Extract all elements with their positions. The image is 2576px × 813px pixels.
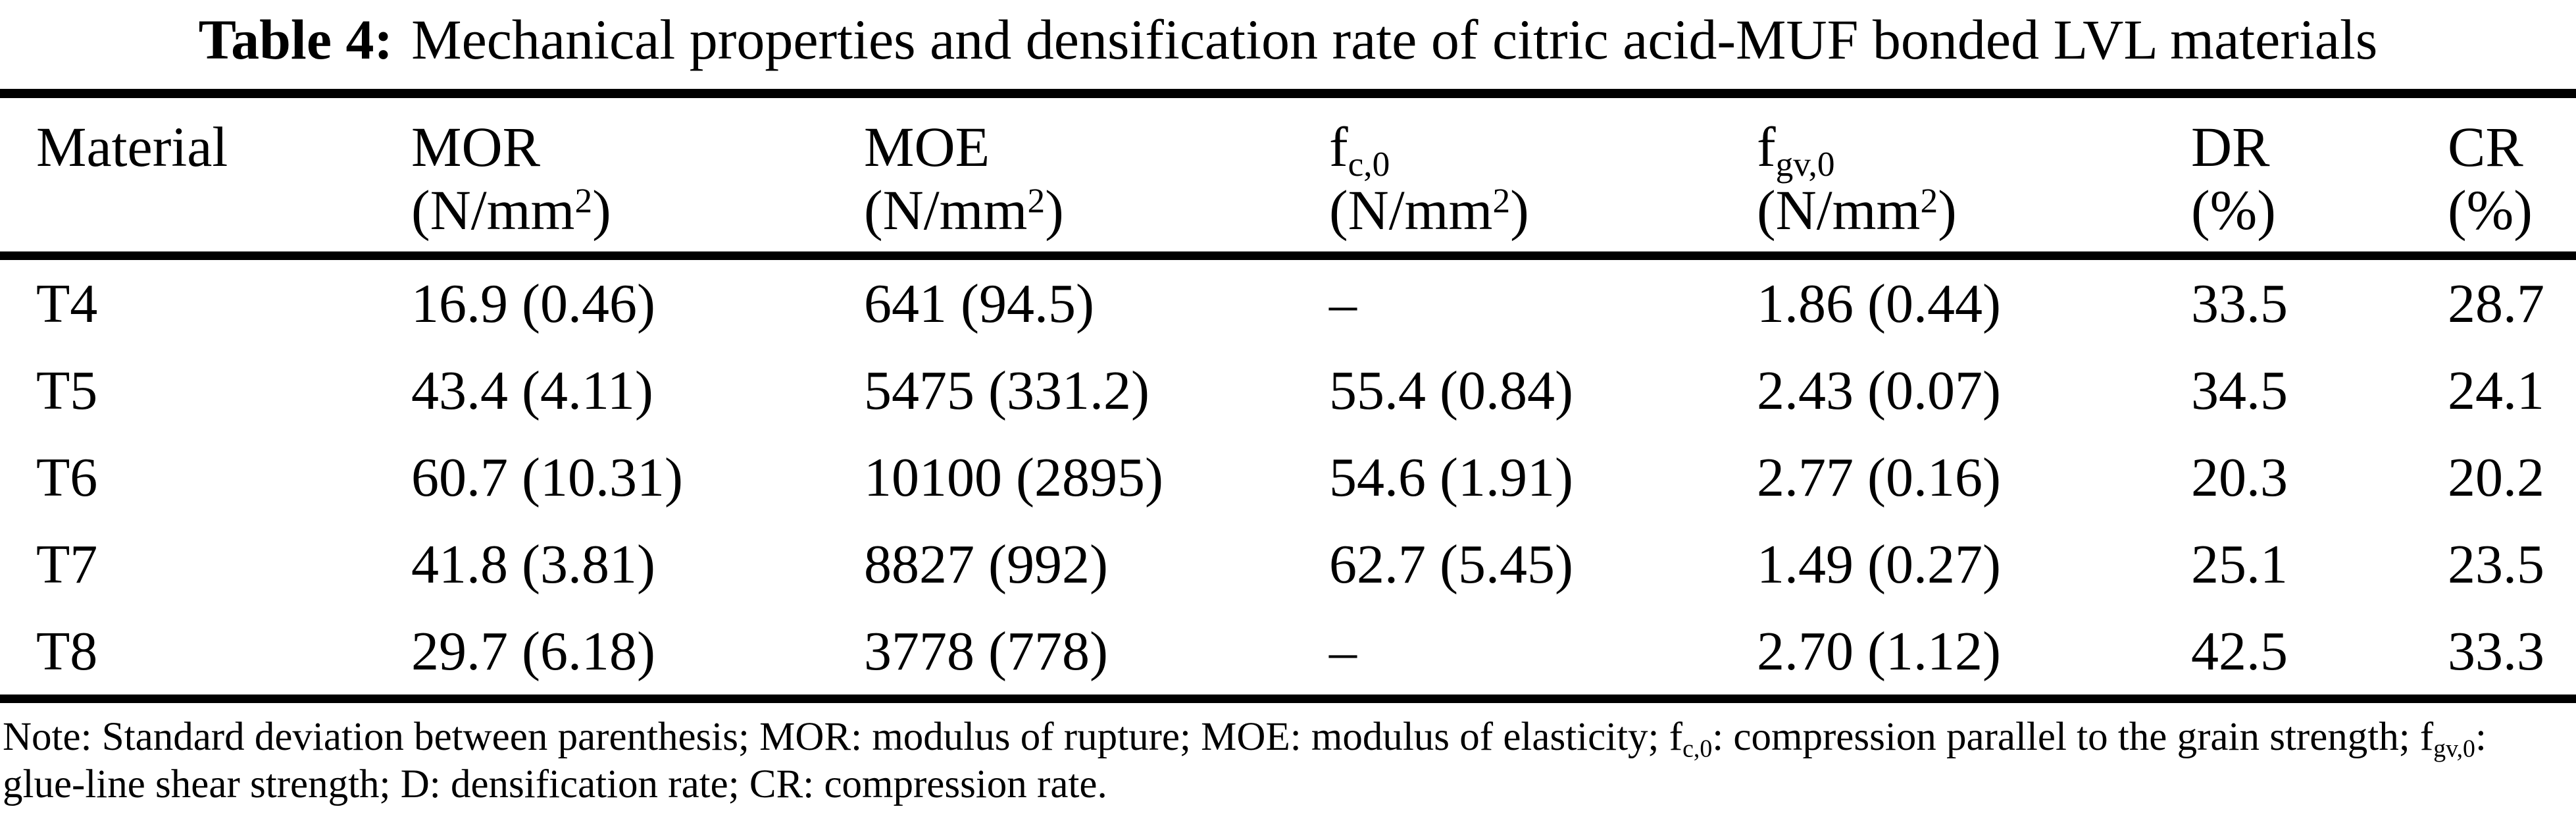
- table-cell: 641 (94.5): [864, 273, 1094, 334]
- table-cell: 20.3: [2191, 446, 2288, 508]
- table-cell: 20.2: [2448, 446, 2544, 508]
- table-cell: T4: [36, 273, 98, 334]
- table-row: T6 60.7 (10.31) 10100 (2895) 54.6 (1.91)…: [0, 434, 2576, 521]
- column-header-fgv0: fgv,0 (N/mm2): [1757, 115, 1957, 242]
- table-body: T4 16.9 (0.46) 641 (94.5) – 1.86 (0.44) …: [0, 260, 2576, 695]
- column-header-mor: MOR (N/mm2): [411, 115, 611, 242]
- table-caption: Table 4: Mechanical properties and densif…: [0, 0, 2576, 89]
- table-row: T8 29.7 (6.18) 3778 (778) – 2.70 (1.12) …: [0, 608, 2576, 695]
- table-cell: 25.1: [2191, 533, 2288, 595]
- column-header-dr: DR (%): [2191, 115, 2276, 242]
- table-cell: 2.43 (0.07): [1757, 359, 2001, 421]
- table-bottom-rule: [0, 695, 2576, 703]
- table-cell: 60.7 (10.31): [411, 446, 683, 508]
- table-cell: 24.1: [2448, 359, 2544, 421]
- table-cell: T6: [36, 446, 98, 508]
- table-note-text: Note: Standard deviation between parenth…: [3, 715, 1683, 759]
- table-cell: T5: [36, 359, 98, 421]
- table-cell: 10100 (2895): [864, 446, 1163, 508]
- table-cell: 3778 (778): [864, 620, 1108, 682]
- table-cell: T7: [36, 533, 98, 595]
- table-row: T7 41.8 (3.81) 8827 (992) 62.7 (5.45) 1.…: [0, 521, 2576, 608]
- table-cell: 1.49 (0.27): [1757, 533, 2001, 595]
- table-cell: 29.7 (6.18): [411, 620, 655, 682]
- table-row: T4 16.9 (0.46) 641 (94.5) – 1.86 (0.44) …: [0, 260, 2576, 347]
- table-cell: 43.4 (4.11): [411, 359, 653, 421]
- table-cell: –: [1329, 620, 1357, 682]
- table-cell: 2.70 (1.12): [1757, 620, 2001, 682]
- table-top-rule: [0, 89, 2576, 98]
- table-cell: 54.6 (1.91): [1329, 446, 1573, 508]
- table-cell: 55.4 (0.84): [1329, 359, 1573, 421]
- table-cell: T8: [36, 620, 98, 682]
- column-header-material: Material: [36, 115, 228, 178]
- column-header-cr: CR (%): [2448, 115, 2533, 242]
- table-note: Note: Standard deviation between parenth…: [3, 715, 2487, 806]
- table-cell: 62.7 (5.45): [1329, 533, 1573, 595]
- table-header-rule: [0, 251, 2576, 260]
- table-row: T5 43.4 (4.11) 5475 (331.2) 55.4 (0.84) …: [0, 347, 2576, 434]
- table-cell: 1.86 (0.44): [1757, 273, 2001, 334]
- column-header-moe: MOE (N/mm2): [864, 115, 1064, 242]
- table-header-row: Material MOR (N/mm2) MOE (N/mm2) fc,0 (N…: [0, 98, 2576, 251]
- table-cell: 8827 (992): [864, 533, 1108, 595]
- table-cell: 33.3: [2448, 620, 2544, 682]
- table-cell: 5475 (331.2): [864, 359, 1149, 421]
- column-header-fc0: fc,0 (N/mm2): [1329, 115, 1529, 242]
- table-cell: 33.5: [2191, 273, 2288, 334]
- table-cell: –: [1329, 273, 1357, 334]
- table-cell: 42.5: [2191, 620, 2288, 682]
- table-caption-label: Table 4:: [198, 8, 393, 71]
- table-cell: 23.5: [2448, 533, 2544, 595]
- table-cell: 34.5: [2191, 359, 2288, 421]
- table-caption-text: Mechanical properties and densification …: [411, 8, 2378, 71]
- table-cell: 28.7: [2448, 273, 2544, 334]
- table-cell: 2.77 (0.16): [1757, 446, 2001, 508]
- table-cell: 16.9 (0.46): [411, 273, 655, 334]
- table-cell: 41.8 (3.81): [411, 533, 655, 595]
